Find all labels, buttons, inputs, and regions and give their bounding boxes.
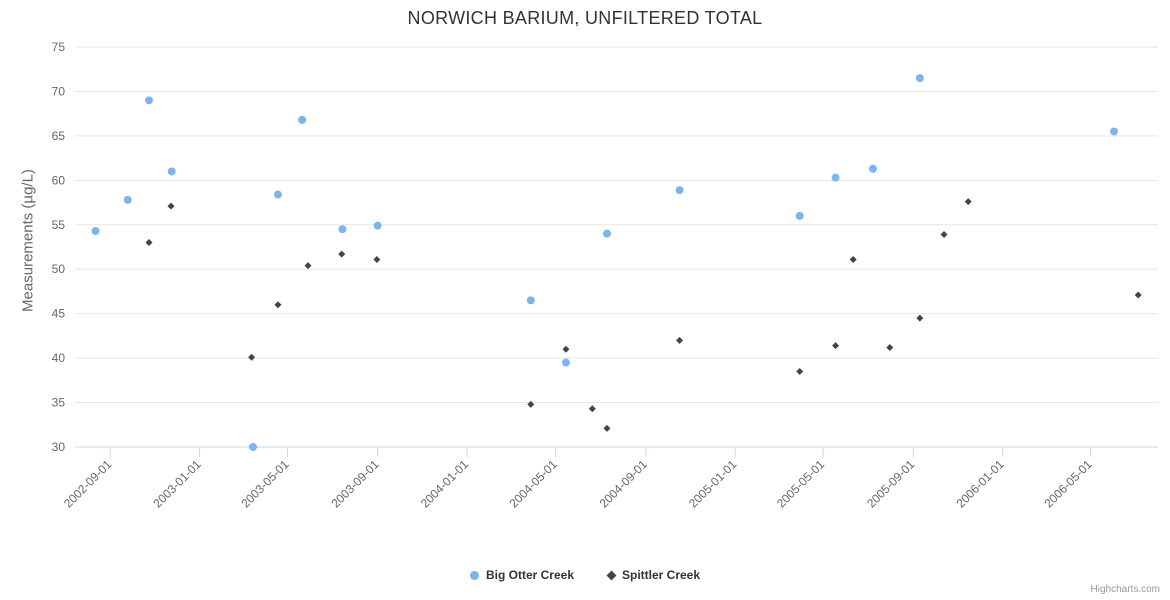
x-axis-tick-label: 2005-05-01 [774,457,828,511]
y-axis-tick-label: 60 [52,173,66,187]
legend-item-spittler-creek[interactable]: Spittler Creek [606,568,701,582]
y-axis-tick-label: 40 [52,351,66,365]
scatter-point-spittler-creek[interactable] [167,202,175,210]
scatter-point-spittler-creek[interactable] [373,255,381,263]
x-axis-tick-label: 2003-05-01 [238,457,292,511]
scatter-point-big-otter-creek[interactable] [602,229,611,238]
diamond-marker-icon [606,570,617,580]
scatter-point-spittler-creek[interactable] [1134,291,1142,299]
scatter-point-spittler-creek[interactable] [849,255,857,263]
scatter-point-big-otter-creek[interactable] [145,96,154,105]
x-axis-tick-label: 2004-05-01 [506,457,560,511]
highcharts-credit[interactable]: Highcharts.com [1090,584,1160,595]
scatter-point-big-otter-creek[interactable] [167,167,176,176]
scatter-point-spittler-creek[interactable] [338,250,346,258]
x-axis-tick-label: 2005-09-01 [864,457,918,511]
scatter-point-spittler-creek[interactable] [886,343,894,351]
scatter-point-big-otter-creek[interactable] [915,74,924,83]
x-axis-tick-label: 2004-01-01 [418,457,472,511]
scatter-point-spittler-creek[interactable] [832,342,840,350]
legend: Big Otter Creek Spittler Creek [0,568,1170,582]
legend-label: Spittler Creek [622,568,701,582]
scatter-point-spittler-creek[interactable] [603,424,611,432]
scatter-point-spittler-creek[interactable] [145,239,153,247]
x-axis-tick-label: 2006-05-01 [1041,457,1095,511]
scatter-point-spittler-creek[interactable] [676,336,684,344]
scatter-point-big-otter-creek[interactable] [123,195,132,204]
scatter-point-spittler-creek[interactable] [796,367,804,375]
y-axis-tick-label: 75 [52,40,66,54]
scatter-point-spittler-creek[interactable] [588,405,596,413]
scatter-point-big-otter-creek[interactable] [298,115,307,124]
y-axis-tick-label: 35 [52,396,66,410]
scatter-point-spittler-creek[interactable] [916,314,924,322]
y-axis-tick-label: 45 [52,307,66,321]
scatter-point-spittler-creek[interactable] [940,231,948,239]
y-axis-tick-label: 65 [52,129,66,143]
circle-marker-icon [469,570,479,580]
scatter-point-spittler-creek[interactable] [562,345,570,353]
chart-title: NORWICH BARIUM, UNFILTERED TOTAL [407,8,763,28]
scatter-point-big-otter-creek[interactable] [868,164,877,173]
x-axis-tick-label: 2004-09-01 [597,457,651,511]
legend-label: Big Otter Creek [485,568,574,582]
scatter-point-big-otter-creek[interactable] [1110,127,1119,136]
scatter-point-big-otter-creek[interactable] [795,211,804,220]
scatter-point-big-otter-creek[interactable] [561,358,570,367]
scatter-point-big-otter-creek[interactable] [249,443,258,451]
scatter-point-big-otter-creek[interactable] [91,227,100,235]
scatter-point-spittler-creek[interactable] [248,353,256,361]
y-axis-tick-label: 70 [52,84,66,98]
y-axis-tick-label: 30 [52,440,66,454]
y-axis-tick-label: 50 [52,262,66,276]
x-axis-tick-label: 2002-09-01 [61,457,115,511]
x-axis-tick-label: 2003-01-01 [150,457,204,511]
x-axis-tick-label: 2006-01-01 [953,457,1007,511]
scatter-point-big-otter-creek[interactable] [273,190,282,199]
scatter-point-spittler-creek[interactable] [274,301,282,309]
scatter-point-spittler-creek[interactable] [304,262,312,270]
x-axis-tick-label: 2005-01-01 [686,457,740,511]
y-axis-tick-label: 55 [52,218,66,232]
scatter-point-spittler-creek[interactable] [527,400,535,408]
scatter-point-big-otter-creek[interactable] [526,296,535,305]
scatter-point-big-otter-creek[interactable] [373,221,382,230]
scatter-point-spittler-creek[interactable] [964,198,972,206]
x-axis-tick-label: 2003-09-01 [328,457,382,511]
scatter-point-big-otter-creek[interactable] [831,173,840,182]
scatter-point-big-otter-creek[interactable] [338,225,347,234]
legend-item-big-otter-creek[interactable]: Big Otter Creek [469,568,574,582]
scatter-point-big-otter-creek[interactable] [675,186,684,195]
